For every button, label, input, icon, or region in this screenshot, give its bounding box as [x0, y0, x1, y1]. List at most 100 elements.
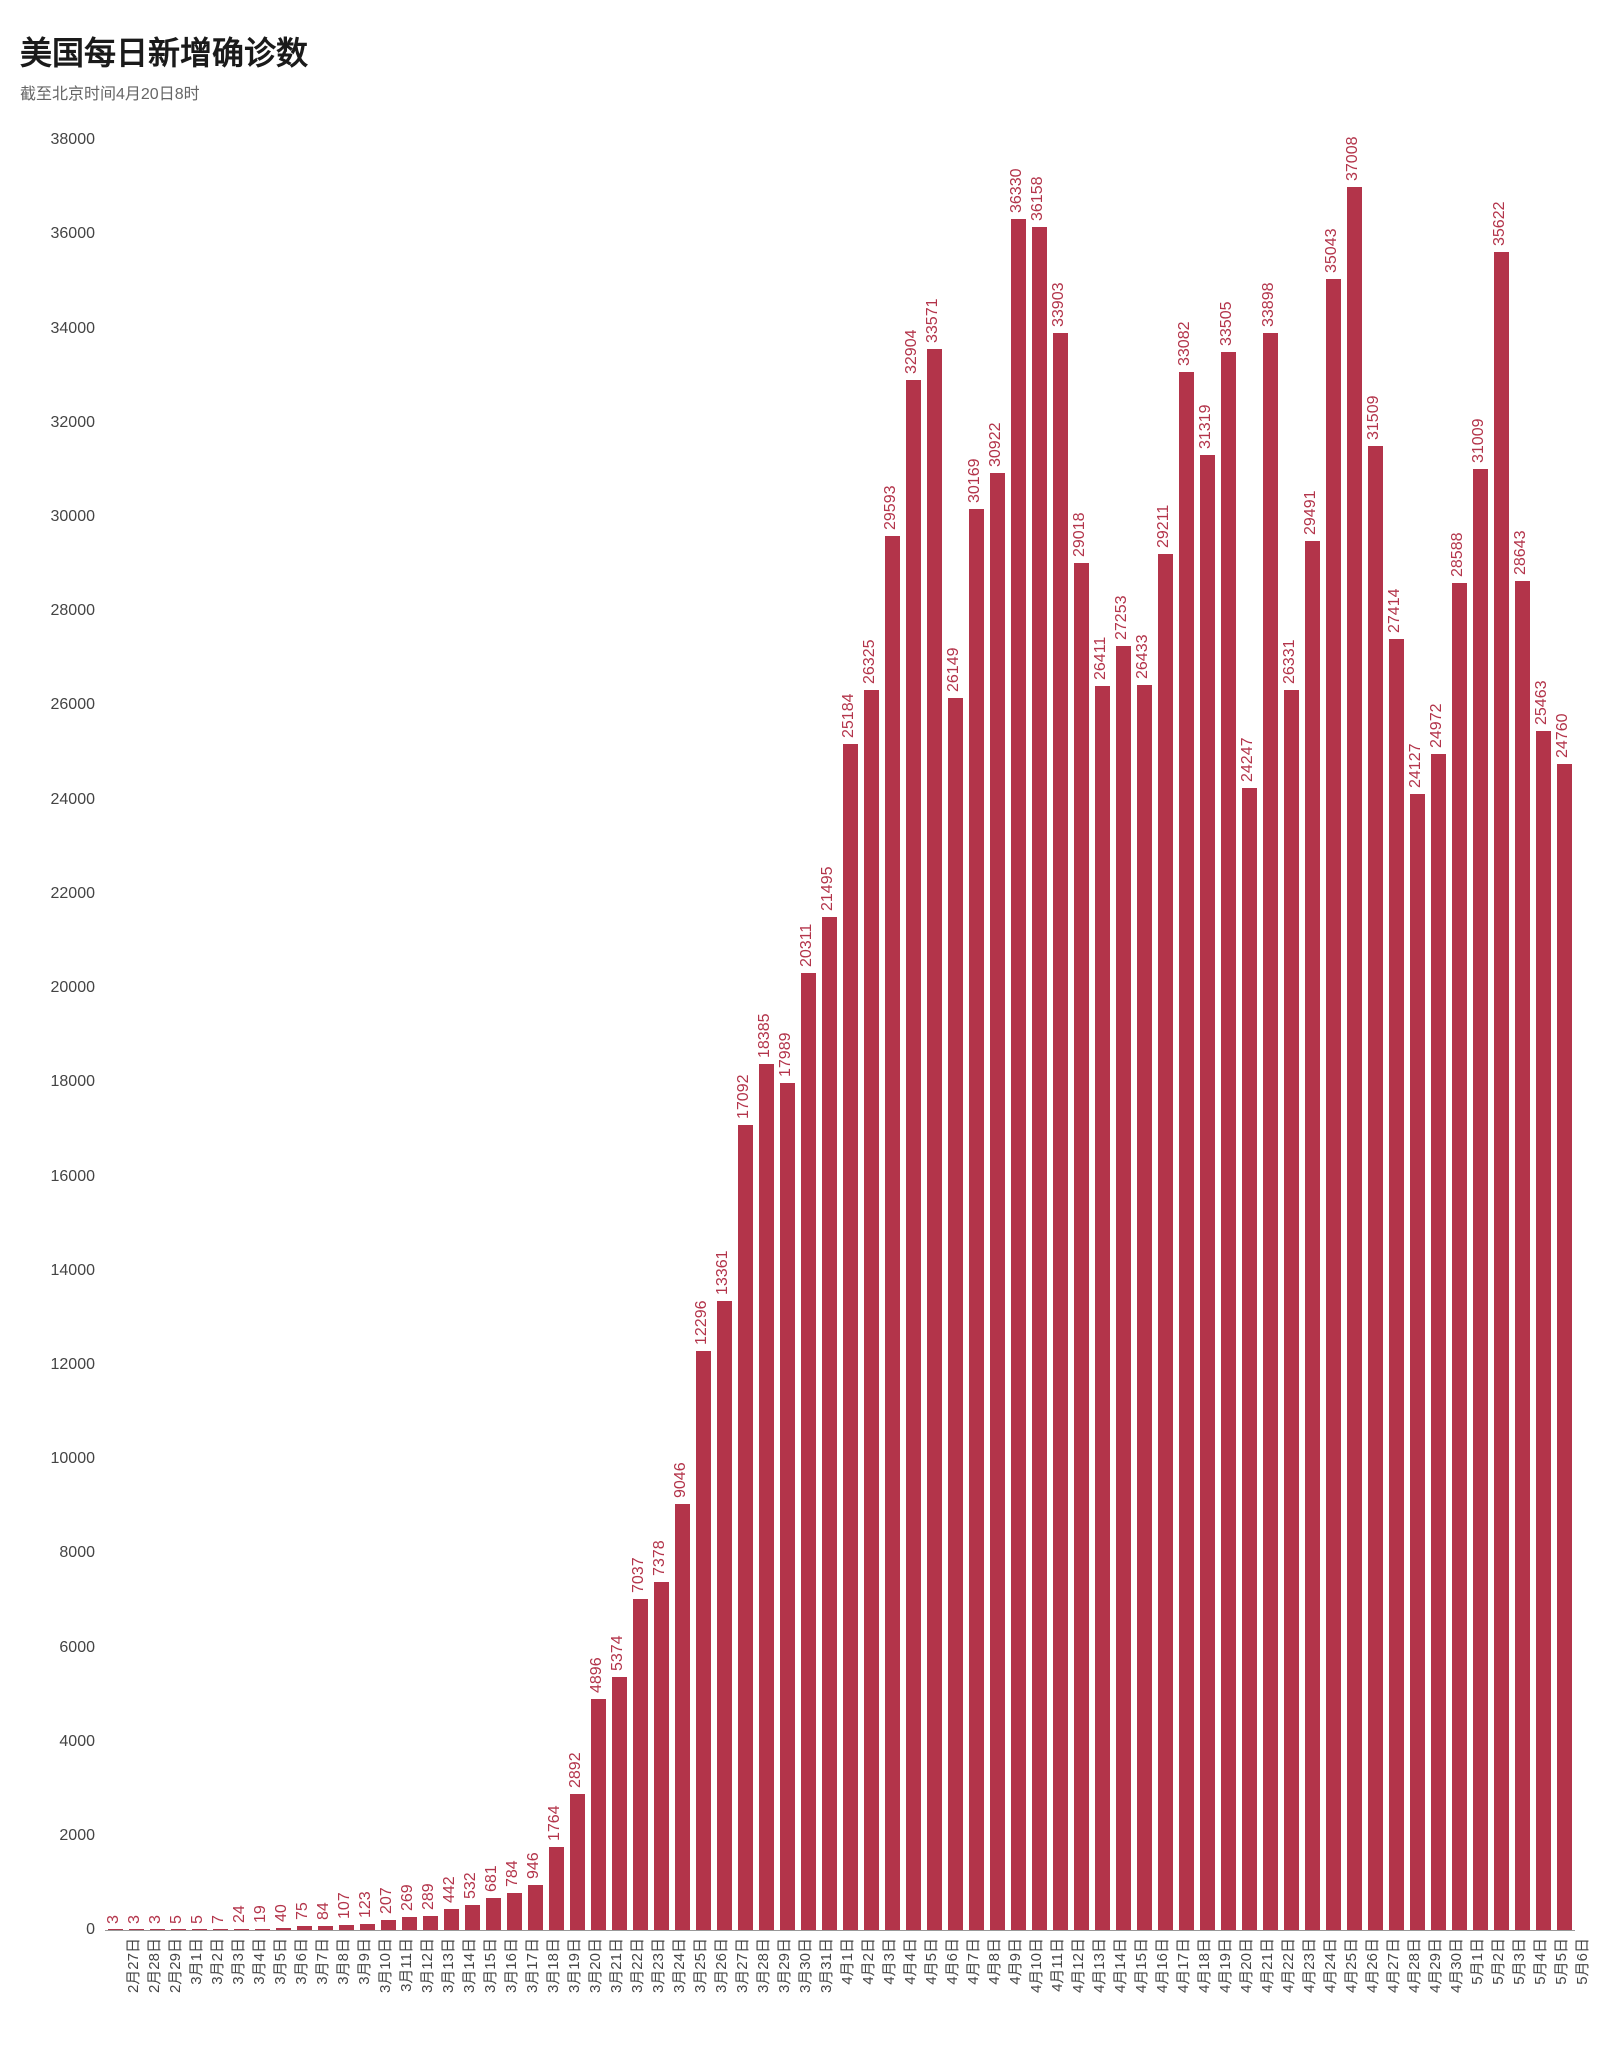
bar: [360, 1924, 375, 1930]
bar: [108, 1929, 123, 1930]
bar-value-label: 442: [441, 1876, 459, 1903]
bar: [990, 473, 1005, 1930]
bar: [1536, 731, 1551, 1930]
x-axis-tick-label: 5月6日: [1571, 1938, 1592, 2048]
bar-value-label: 30169: [966, 458, 984, 503]
bar: [1221, 352, 1236, 1930]
bar: [1368, 446, 1383, 1930]
chart-subtitle: 截至北京时间4月20日8时: [20, 80, 1579, 104]
bar: [444, 1909, 459, 1930]
bar-value-label: 5: [168, 1915, 186, 1924]
x-axis-tick-label: 3月28日: [752, 1938, 773, 2048]
bar: [780, 1083, 795, 1930]
x-axis-tick-label: 4月23日: [1298, 1938, 1319, 2048]
bar: [759, 1064, 774, 1930]
bar: [948, 698, 963, 1930]
bar-value-label: 33505: [1218, 301, 1236, 346]
bar-value-label: 28588: [1449, 533, 1467, 578]
x-axis-tick-label: 3月2日: [206, 1938, 227, 2048]
y-axis-tick-label: 20000: [35, 979, 95, 997]
y-axis-tick-label: 4000: [35, 1733, 95, 1751]
x-axis-tick-label: 3月31日: [815, 1938, 836, 2048]
bar: [864, 690, 879, 1930]
x-axis-tick-label: 3月7日: [311, 1938, 332, 2048]
y-axis-tick-label: 36000: [35, 225, 95, 243]
y-axis-tick-label: 18000: [35, 1073, 95, 1091]
x-axis-tick-label: 5月3日: [1508, 1938, 1529, 2048]
bar: [1326, 279, 1341, 1930]
y-axis-tick-label: 32000: [35, 414, 95, 432]
x-axis-tick-label: 3月1日: [185, 1938, 206, 2048]
x-axis-tick-label: 2月27日: [122, 1938, 143, 2048]
x-axis-tick-label: 3月17日: [521, 1938, 542, 2048]
bar-value-label: 37008: [1344, 136, 1362, 181]
bar: [1032, 227, 1047, 1930]
x-axis-tick-label: 4月30日: [1445, 1938, 1466, 2048]
y-axis-tick-label: 0: [35, 1921, 95, 1939]
bar: [339, 1925, 354, 1930]
bar: [696, 1351, 711, 1930]
plot-area: 0200040006000800010000120001400016000180…: [105, 140, 1575, 1930]
bar: [528, 1885, 543, 1930]
bar-value-label: 33082: [1176, 321, 1194, 366]
y-axis-tick-label: 24000: [35, 791, 95, 809]
bar: [1158, 554, 1173, 1930]
bar-value-label: 7378: [651, 1541, 669, 1577]
y-axis-tick-label: 16000: [35, 1168, 95, 1186]
bar: [297, 1926, 312, 1930]
bar-value-label: 20311: [798, 924, 816, 967]
bar-value-label: 5: [189, 1915, 207, 1924]
bar-value-label: 24972: [1428, 703, 1446, 748]
x-axis-tick-label: 4月29日: [1424, 1938, 1445, 2048]
y-axis-tick-label: 26000: [35, 696, 95, 714]
x-axis-tick-label: 3月30日: [794, 1938, 815, 2048]
x-axis-tick-label: 4月17日: [1172, 1938, 1193, 2048]
bar-value-label: 3: [147, 1915, 165, 1924]
x-axis-tick-label: 3月11日: [395, 1938, 416, 2048]
x-axis-tick-label: 4月10日: [1025, 1938, 1046, 2048]
x-axis-tick-label: 3月9日: [353, 1938, 374, 2048]
bar: [822, 917, 837, 1930]
x-axis-tick-label: 5月2日: [1487, 1938, 1508, 2048]
bar-value-label: 26325: [861, 639, 879, 684]
bar: [1473, 469, 1488, 1930]
x-axis-tick-label: 3月21日: [605, 1938, 626, 2048]
bar: [192, 1929, 207, 1930]
bar-value-label: 123: [357, 1892, 375, 1919]
bar: [171, 1929, 186, 1930]
y-axis-tick-label: 12000: [35, 1356, 95, 1374]
bar-value-label: 13361: [714, 1250, 732, 1295]
bar-value-label: 25463: [1533, 680, 1551, 725]
bar: [591, 1699, 606, 1930]
bar: [1200, 455, 1215, 1930]
bar: [675, 1504, 690, 1930]
x-axis-tick-label: 3月4日: [248, 1938, 269, 2048]
x-axis-tick-label: 4月3日: [878, 1938, 899, 2048]
x-axis-tick-label: 4月21日: [1256, 1938, 1277, 2048]
bar-value-label: 269: [399, 1885, 417, 1912]
bar: [1137, 685, 1152, 1930]
bar-value-label: 289: [420, 1884, 438, 1911]
bar-value-label: 24127: [1407, 743, 1425, 788]
x-axis-tick-label: 4月11日: [1046, 1938, 1067, 2048]
bar: [150, 1929, 165, 1930]
bar-value-label: 29491: [1302, 490, 1320, 535]
bar: [801, 973, 816, 1930]
bar: [612, 1677, 627, 1930]
x-axis-tick-label: 5月5日: [1550, 1938, 1571, 2048]
x-axis-tick-label: 4月1日: [836, 1938, 857, 2048]
bar-value-label: 4896: [588, 1658, 606, 1694]
x-axis-tick-label: 3月3日: [227, 1938, 248, 2048]
bar-value-label: 7: [210, 1915, 228, 1924]
bar-value-label: 107: [336, 1892, 354, 1919]
bar: [1557, 764, 1572, 1930]
bar-value-label: 26433: [1134, 634, 1152, 679]
bar: [1074, 563, 1089, 1930]
x-axis-tick-label: 4月28日: [1403, 1938, 1424, 2048]
bar: [423, 1916, 438, 1930]
bar-value-label: 3: [126, 1915, 144, 1924]
bar-value-label: 17092: [735, 1074, 753, 1119]
y-axis-tick-label: 28000: [35, 602, 95, 620]
bar-value-label: 35043: [1323, 229, 1341, 274]
y-axis-tick-label: 38000: [35, 131, 95, 149]
